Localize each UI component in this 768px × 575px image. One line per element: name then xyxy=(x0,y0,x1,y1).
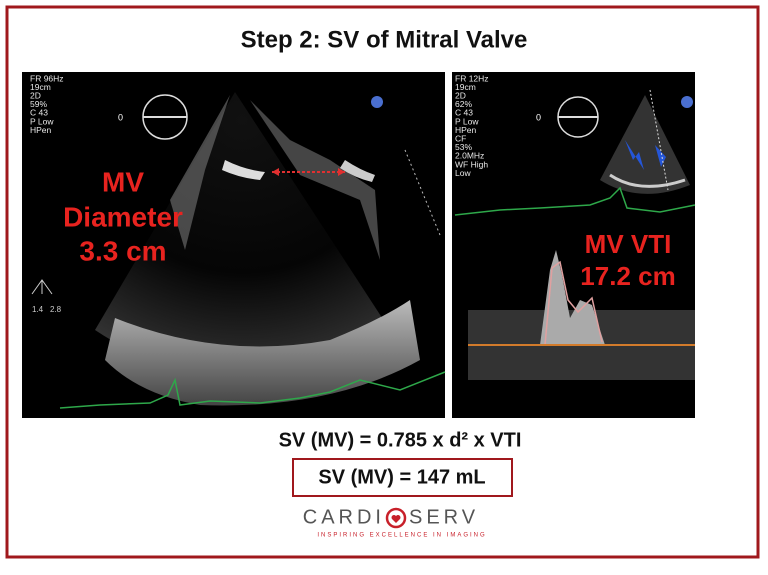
logo-text: CARDI xyxy=(303,506,385,528)
logo: CARDI SERV INSPIRING EXCELLENCE IN IMAGI… xyxy=(303,506,486,539)
machine-setting: P Low xyxy=(30,116,54,126)
machine-setting: C 43 xyxy=(455,108,473,118)
doppler-image xyxy=(452,72,696,418)
machine-setting: CF xyxy=(455,133,466,143)
machine-setting: C 43 xyxy=(30,108,48,118)
machine-setting: FR 12Hz xyxy=(455,73,489,83)
machine-setting: 2D xyxy=(30,90,41,100)
machine-setting: HPen xyxy=(455,125,477,135)
machine-setting: FR 96Hz xyxy=(30,73,64,83)
machine-setting: 19cm xyxy=(455,82,476,92)
logo-tagline: INSPIRING EXCELLENCE IN IMAGING xyxy=(317,533,486,539)
scale-label: 1.4 xyxy=(32,305,44,314)
machine-setting: Low xyxy=(455,168,471,178)
annotation: 3.3 cm xyxy=(79,235,166,266)
probe-angle: 0 xyxy=(118,112,123,122)
title: Step 2: SV of Mitral Valve xyxy=(241,26,528,53)
annotation: Diameter xyxy=(63,201,183,232)
formula: SV (MV) = 0.785 x d² x VTI xyxy=(279,429,522,451)
echo-2d-image xyxy=(22,72,446,418)
machine-setting: 59% xyxy=(30,99,47,109)
machine-setting: P Low xyxy=(455,116,479,126)
probe-angle: 0 xyxy=(536,112,541,122)
machine-setting: 62% xyxy=(455,99,472,109)
logo-text: SERV xyxy=(409,506,479,528)
result-box xyxy=(292,458,513,497)
result: SV (MV) = 147 mL xyxy=(318,466,485,488)
machine-setting: 53% xyxy=(455,142,472,152)
machine-setting: HPen xyxy=(30,125,52,135)
machine-setting: 19cm xyxy=(30,82,51,92)
annotation: 17.2 cm xyxy=(580,261,675,291)
annotation: MV xyxy=(102,166,144,197)
scale-label: 2.8 xyxy=(50,305,62,314)
machine-setting: 2D xyxy=(455,90,466,100)
annotation: MV VTI xyxy=(585,229,672,259)
machine-setting: WF High xyxy=(455,159,488,169)
machine-setting: 2.0MHz xyxy=(455,151,484,161)
